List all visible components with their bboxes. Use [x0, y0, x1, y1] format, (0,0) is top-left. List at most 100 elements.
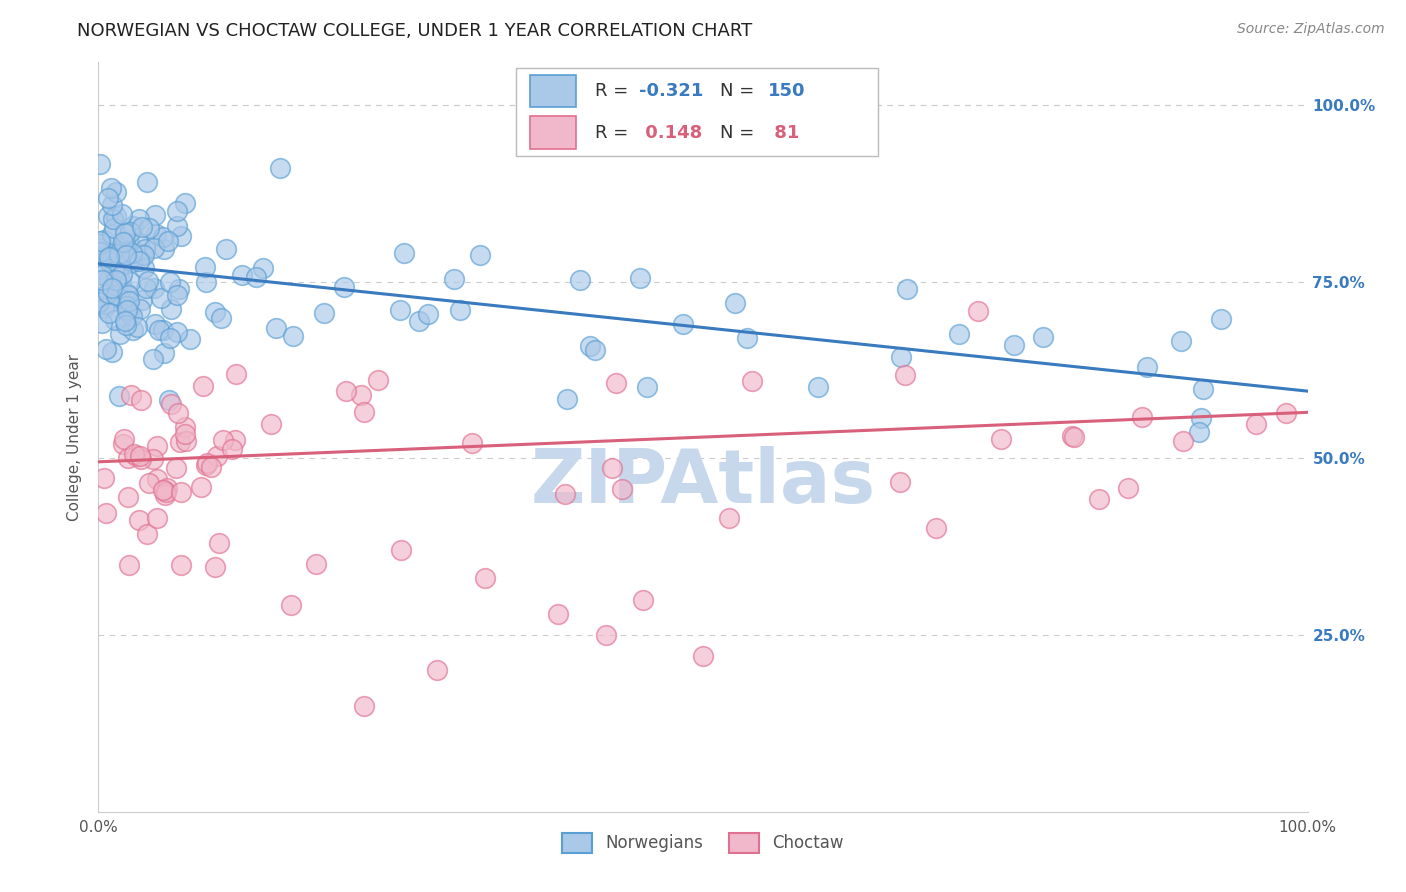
Point	[115, 303, 138, 318]
Point	[153, 345, 176, 359]
Text: R =: R =	[595, 124, 634, 142]
Point	[547, 607, 569, 621]
Point	[104, 312, 127, 326]
Point	[1170, 334, 1192, 348]
Point	[889, 475, 911, 490]
Point	[105, 186, 128, 200]
Point	[894, 368, 917, 383]
Point	[155, 485, 177, 500]
Point	[350, 388, 373, 402]
Point	[335, 384, 357, 399]
Point	[269, 161, 291, 175]
Point	[208, 536, 231, 550]
Point	[142, 351, 165, 366]
Text: 150: 150	[768, 82, 806, 100]
Point	[157, 392, 180, 407]
Point	[115, 318, 138, 332]
Point	[1275, 406, 1298, 420]
Point	[191, 378, 214, 392]
Point	[569, 273, 592, 287]
Point	[1189, 411, 1212, 425]
Legend: Norwegians, Choctaw: Norwegians, Choctaw	[555, 826, 851, 860]
Point	[1211, 312, 1233, 326]
Point	[145, 511, 167, 525]
Point	[98, 296, 121, 310]
Point	[117, 491, 139, 505]
Point	[1032, 330, 1054, 344]
Point	[166, 288, 188, 302]
Point	[122, 323, 145, 337]
Point	[1244, 417, 1267, 431]
Point	[97, 286, 120, 301]
Point	[136, 527, 159, 541]
Point	[138, 476, 160, 491]
Point	[353, 698, 375, 713]
Point	[204, 305, 226, 319]
Point	[153, 488, 176, 502]
Point	[283, 329, 305, 343]
Point	[118, 252, 141, 267]
Point	[1002, 337, 1025, 351]
Point	[179, 332, 201, 346]
Point	[204, 560, 226, 574]
Point	[117, 299, 139, 313]
Point	[142, 452, 165, 467]
Point	[152, 230, 174, 244]
Point	[389, 543, 412, 558]
Point	[100, 181, 122, 195]
Point	[89, 241, 111, 255]
Point	[134, 243, 156, 257]
Point	[160, 301, 183, 316]
Point	[135, 281, 157, 295]
Point	[103, 244, 125, 259]
Point	[117, 451, 139, 466]
Point	[89, 236, 111, 251]
Point	[132, 261, 155, 276]
Point	[156, 481, 179, 495]
Point	[449, 303, 471, 318]
Point	[117, 288, 139, 302]
Point	[118, 294, 141, 309]
Point	[266, 321, 288, 335]
Point	[1063, 430, 1085, 444]
Point	[595, 628, 617, 642]
Text: 0.148: 0.148	[638, 124, 702, 142]
Point	[89, 295, 111, 310]
Point	[98, 272, 121, 286]
Point	[367, 373, 389, 387]
Point	[1187, 425, 1209, 439]
Point	[231, 268, 253, 282]
Point	[169, 229, 191, 244]
Point	[170, 558, 193, 573]
Point	[91, 316, 114, 330]
Point	[104, 273, 127, 287]
Point	[631, 592, 654, 607]
Point	[129, 301, 152, 316]
Point	[101, 344, 124, 359]
Point	[143, 281, 166, 295]
Point	[195, 456, 218, 470]
Point	[90, 262, 112, 277]
Point	[118, 235, 141, 250]
Point	[194, 260, 217, 274]
Point	[121, 310, 143, 324]
Point	[718, 511, 741, 525]
Point	[628, 271, 651, 285]
Point	[305, 558, 328, 572]
Point	[579, 339, 602, 353]
Point	[672, 317, 695, 331]
Point	[1171, 434, 1194, 449]
Point	[159, 276, 181, 290]
Point	[100, 227, 122, 241]
Point	[117, 286, 139, 301]
Point	[128, 235, 150, 249]
Point	[138, 274, 160, 288]
Point	[554, 487, 576, 501]
Point	[225, 367, 247, 381]
Point	[97, 209, 120, 223]
Point	[143, 317, 166, 331]
Point	[408, 314, 430, 328]
Text: R =: R =	[595, 82, 634, 100]
Y-axis label: College, Under 1 year: College, Under 1 year	[67, 353, 83, 521]
Point	[416, 307, 439, 321]
